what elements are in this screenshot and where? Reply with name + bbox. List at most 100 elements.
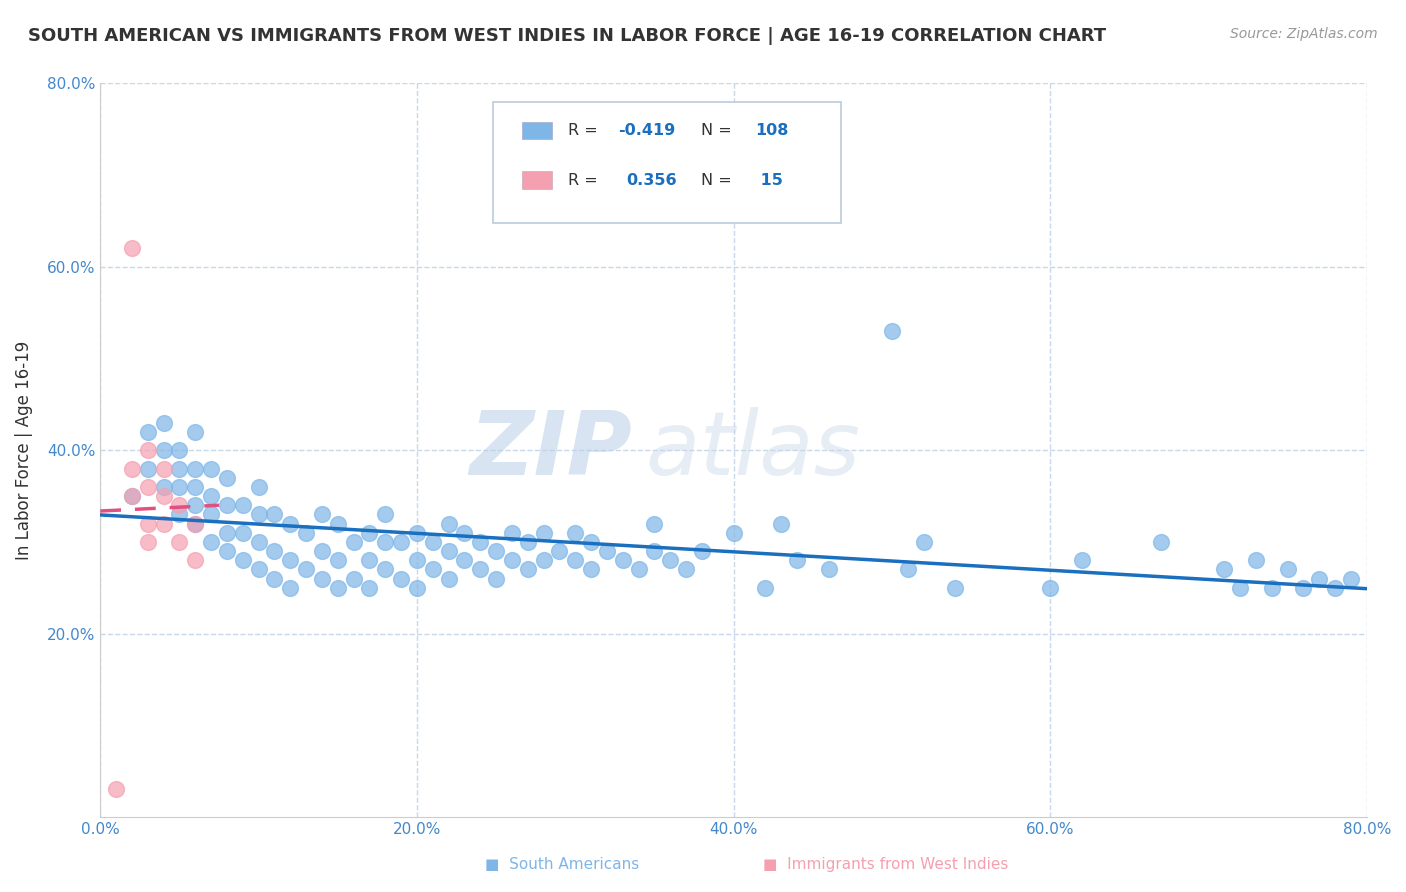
Point bbox=[278, 516, 301, 531]
Point bbox=[579, 562, 602, 576]
Point bbox=[374, 508, 396, 522]
Point bbox=[1039, 581, 1062, 595]
Point bbox=[311, 544, 333, 558]
Text: 0.356: 0.356 bbox=[626, 173, 676, 188]
Point bbox=[1150, 535, 1173, 549]
Text: N =: N = bbox=[700, 173, 737, 188]
Point bbox=[501, 525, 523, 540]
Point bbox=[769, 516, 792, 531]
Point bbox=[897, 562, 920, 576]
Point bbox=[184, 498, 207, 512]
Y-axis label: In Labor Force | Age 16-19: In Labor Force | Age 16-19 bbox=[15, 341, 32, 560]
Point bbox=[311, 572, 333, 586]
Point bbox=[437, 516, 460, 531]
Point bbox=[723, 525, 745, 540]
Point bbox=[263, 544, 285, 558]
Point bbox=[152, 489, 174, 503]
Point bbox=[533, 553, 555, 567]
Point bbox=[548, 544, 571, 558]
Point bbox=[295, 562, 318, 576]
Point bbox=[247, 562, 270, 576]
Point bbox=[359, 553, 381, 567]
FancyBboxPatch shape bbox=[494, 102, 841, 223]
Text: N =: N = bbox=[700, 123, 737, 138]
Point bbox=[437, 572, 460, 586]
Point bbox=[215, 498, 238, 512]
Point bbox=[359, 581, 381, 595]
Point bbox=[1340, 572, 1362, 586]
Point bbox=[169, 535, 191, 549]
Point bbox=[690, 544, 713, 558]
Point bbox=[453, 525, 475, 540]
Point bbox=[1292, 581, 1315, 595]
Point bbox=[136, 461, 159, 475]
Point bbox=[1229, 581, 1251, 595]
Point bbox=[912, 535, 935, 549]
Point bbox=[453, 553, 475, 567]
Point bbox=[817, 562, 839, 576]
Point bbox=[121, 242, 143, 256]
Point bbox=[1261, 581, 1284, 595]
Point bbox=[247, 508, 270, 522]
Point bbox=[406, 581, 429, 595]
Point bbox=[263, 572, 285, 586]
Point bbox=[152, 416, 174, 430]
Point bbox=[485, 544, 508, 558]
Point bbox=[152, 443, 174, 458]
Point bbox=[943, 581, 966, 595]
Text: Source: ZipAtlas.com: Source: ZipAtlas.com bbox=[1230, 27, 1378, 41]
Point bbox=[564, 553, 586, 567]
Point bbox=[389, 572, 412, 586]
Point bbox=[169, 461, 191, 475]
Point bbox=[136, 480, 159, 494]
FancyBboxPatch shape bbox=[522, 121, 553, 139]
Point bbox=[169, 443, 191, 458]
Point bbox=[485, 572, 508, 586]
Point bbox=[359, 525, 381, 540]
Point bbox=[215, 471, 238, 485]
Point bbox=[326, 553, 349, 567]
Point bbox=[136, 535, 159, 549]
Point bbox=[247, 535, 270, 549]
Point bbox=[278, 553, 301, 567]
Point bbox=[200, 508, 222, 522]
Point bbox=[247, 480, 270, 494]
Point bbox=[1324, 581, 1347, 595]
Point bbox=[232, 525, 254, 540]
Point bbox=[105, 782, 128, 797]
Point bbox=[516, 535, 538, 549]
Point bbox=[169, 480, 191, 494]
Point bbox=[374, 535, 396, 549]
Point bbox=[406, 525, 429, 540]
Point bbox=[184, 516, 207, 531]
Point bbox=[1277, 562, 1299, 576]
Point bbox=[786, 553, 808, 567]
Point bbox=[470, 535, 492, 549]
Point bbox=[1070, 553, 1092, 567]
Point bbox=[215, 525, 238, 540]
Point bbox=[422, 535, 444, 549]
Point bbox=[675, 562, 697, 576]
Text: 15: 15 bbox=[755, 173, 783, 188]
Text: ZIP: ZIP bbox=[470, 407, 633, 493]
Point bbox=[880, 324, 903, 338]
Point bbox=[342, 572, 364, 586]
Point bbox=[1213, 562, 1236, 576]
Point bbox=[659, 553, 682, 567]
Text: ■  Immigrants from West Indies: ■ Immigrants from West Indies bbox=[763, 857, 1008, 872]
Point bbox=[342, 535, 364, 549]
Point bbox=[596, 544, 619, 558]
Point bbox=[200, 489, 222, 503]
Point bbox=[232, 498, 254, 512]
FancyBboxPatch shape bbox=[522, 171, 553, 189]
Point bbox=[516, 562, 538, 576]
Point bbox=[326, 516, 349, 531]
Point bbox=[184, 480, 207, 494]
Point bbox=[643, 544, 665, 558]
Point bbox=[184, 553, 207, 567]
Point bbox=[579, 535, 602, 549]
Point bbox=[311, 508, 333, 522]
Point bbox=[152, 516, 174, 531]
Text: R =: R = bbox=[568, 173, 607, 188]
Point bbox=[152, 480, 174, 494]
